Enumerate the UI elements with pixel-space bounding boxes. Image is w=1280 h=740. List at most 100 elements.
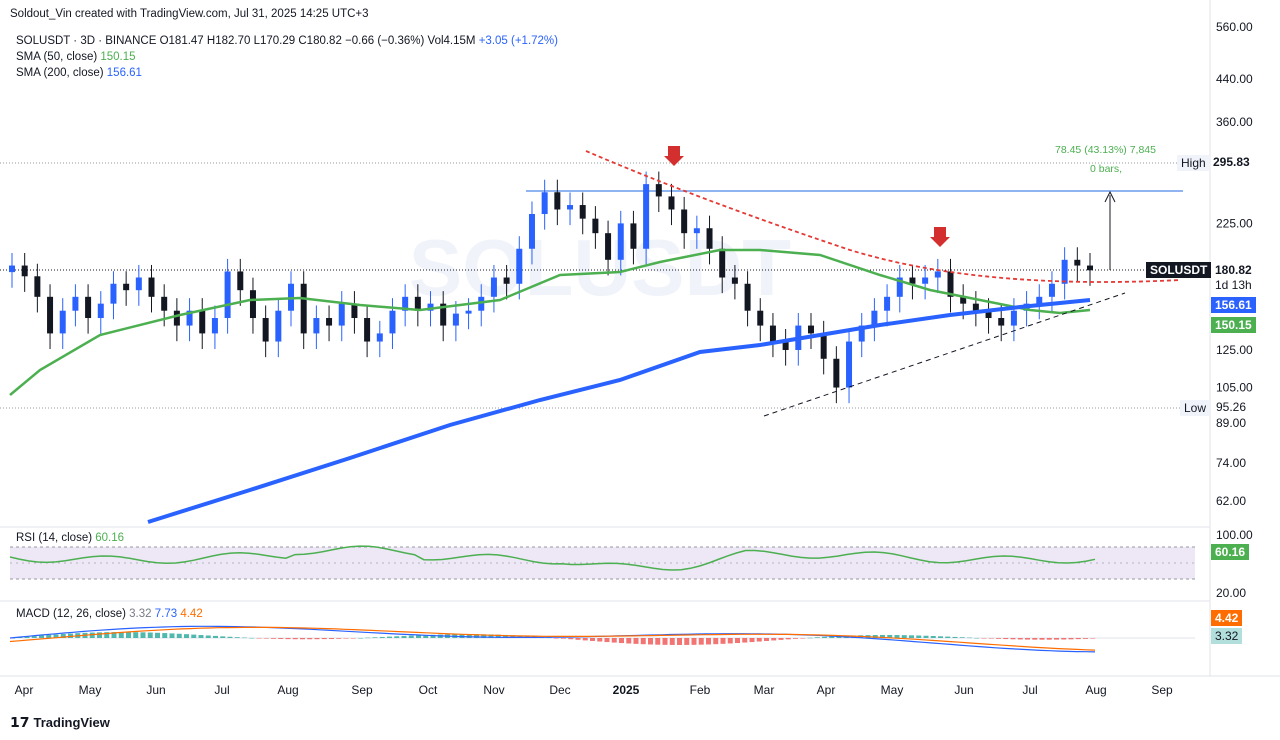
candle-body [237,271,244,291]
candle-body [1087,265,1093,271]
macd-bar [285,638,291,640]
candle-body [605,233,612,260]
sma200-value: 156.61 [106,67,142,79]
watermark: SOLUSDT [409,223,791,312]
footer-brand[interactable]: 𝟭𝟳 TradingView [10,714,110,731]
macd-bar [735,638,740,644]
symbol-tag[interactable]: SOLUSDT [1146,262,1212,278]
candle-body [630,223,637,249]
macd-bar [611,638,617,643]
macd-bar [249,637,255,639]
candle-body [402,296,409,311]
macd-bar [756,638,762,642]
macd-bar [887,634,893,638]
high-label: High [1177,155,1210,171]
macd-bar [213,635,218,638]
legend-rsi[interactable]: RSI (14, close) 60.16 [16,532,124,544]
macd-bar [176,633,182,638]
macd-bar [720,638,726,644]
macd-bar [387,636,392,638]
macd-bar [727,638,733,644]
macd-bar [1083,638,1088,639]
legend-sma200[interactable]: SMA (200, close) 156.61 [16,67,142,79]
legend-macd[interactable]: MACD (12, 26, close) 3.32 7.73 4.42 [16,608,203,620]
candle-body [427,303,434,311]
macd-bar [684,638,690,645]
macd-bar [60,633,66,638]
macd-bar [227,636,233,638]
candle-body [326,318,333,326]
macd-signal-line [9,626,1096,651]
macd-bar [111,632,117,638]
candle-body [567,205,574,210]
macd-bar [379,636,385,638]
macd-bar [263,638,269,639]
candle-body [414,296,421,311]
legend-close: C180.82 [298,35,342,47]
time-tick: Aug [277,683,298,697]
macd-bar [242,637,247,639]
time-tick: May [79,683,102,697]
time-tick: Nov [483,683,504,697]
time-tick: 2025 [613,683,640,697]
macd-bar [561,638,566,639]
tradingview-logo-icon: 𝟭𝟳 [10,714,30,730]
macd-bar [147,632,153,638]
price-axis[interactable]: 560.00 440.00 360.00 225.00 125.00 105.00 89.0… [1216,20,1253,600]
macd-bar [988,638,994,639]
time-tick: Mar [754,683,775,697]
candle-body [592,218,599,234]
candle-body [985,310,992,319]
price-tick: 225.00 [1216,216,1253,230]
macd-bar [590,638,595,641]
time-axis[interactable]: Apr May Jun Jul Aug Sep Oct Nov Dec 2025 Feb Mar Apr… [15,683,1173,697]
macd-bar [742,638,748,643]
last-price-tag: 180.82 [1211,262,1256,278]
macd-bar [764,638,769,641]
macd-bar [749,638,755,643]
macd-bar [68,633,73,638]
measure-arrowhead [1104,190,1116,203]
legend-main[interactable]: SOLUSDT · 3D · BINANCE O181.47 H182.70 L… [16,35,558,47]
candle-body [97,303,104,319]
macd-bar [133,632,139,638]
rsi-tag: 60.16 [1211,544,1250,560]
price-tick: 105.00 [1216,381,1253,395]
macd-bar [582,638,588,641]
candle-body [1048,283,1055,297]
candle-body [186,310,193,326]
legend-symbol[interactable]: SOLUSDT · 3D · BINANCE [16,35,157,47]
candle-body [148,277,155,297]
macd-bar [184,634,189,638]
legend-sma50[interactable]: SMA (50, close) 150.15 [16,51,136,63]
candle-body [135,277,142,291]
candle-body [249,290,256,319]
candle-body [161,296,168,311]
macd-bar [648,638,653,645]
macd-bar [300,638,305,640]
price-tick: 560.00 [1216,20,1253,34]
macd-bar [466,634,472,638]
time-tick: Apr [817,683,836,697]
rsi-tick: 20.00 [1216,586,1246,600]
macd-bar [329,638,334,639]
macd-bar [474,634,479,638]
overlays-group [9,146,1181,524]
candle-body [1061,259,1068,284]
sma200-line [147,298,1091,524]
candle-body [655,184,662,197]
macd-bar [1068,638,1074,640]
macd-bar [662,638,668,645]
macd-bar [597,638,603,642]
time-tick: Aug [1085,683,1106,697]
candle-body [554,192,561,210]
time-tick: Sep [1151,683,1173,697]
candle-body [681,209,688,234]
candle-body [224,271,231,319]
candle-body [922,277,929,284]
macd-bar [46,634,52,638]
macd-bar [155,632,160,638]
candle-body [364,318,371,342]
macd-bar [800,638,806,639]
